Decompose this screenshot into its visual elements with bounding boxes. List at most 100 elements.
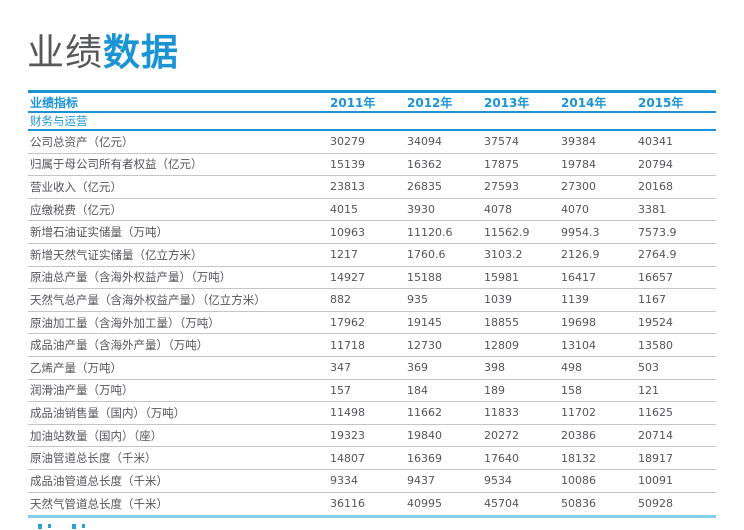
row-value: 1039	[484, 293, 512, 307]
row-value: 184	[407, 383, 428, 397]
table-bottom-rule	[28, 515, 716, 519]
row-value: 27593	[484, 180, 519, 194]
row-value: 20714	[638, 429, 673, 443]
row-value: 882	[330, 293, 351, 307]
row-value: 19323	[330, 429, 365, 443]
section-label: 财务与运营	[30, 114, 88, 128]
row-value: 19784	[561, 157, 596, 171]
section-row: 财务与运营	[28, 113, 716, 131]
row-value: 398	[484, 361, 505, 375]
clipped-glyph-fragment	[72, 524, 76, 529]
row-value: 11718	[330, 338, 365, 352]
row-value: 10091	[638, 474, 673, 488]
row-value: 157	[330, 383, 351, 397]
row-value: 369	[407, 361, 428, 375]
row-value: 14807	[330, 451, 365, 465]
clipped-glyph-fragment	[82, 524, 85, 528]
row-value: 10963	[330, 225, 365, 239]
table-row: 新增天然气证实储量（亿立方米） 1217 1760.6 3103.2 2126.…	[28, 244, 716, 267]
table-header-row: 业绩指标 2011年 2012年 2013年 2014年 2015年	[28, 90, 716, 113]
row-value: 20272	[484, 429, 519, 443]
row-value: 9954.3	[561, 225, 600, 239]
row-value: 503	[638, 361, 659, 375]
row-value: 19524	[638, 316, 673, 330]
row-value: 36116	[330, 497, 365, 511]
row-value: 16417	[561, 270, 596, 284]
row-value: 39384	[561, 135, 596, 149]
row-value: 13580	[638, 338, 673, 352]
row-label: 成品油产量（含海外产量）（万吨）	[30, 338, 209, 353]
row-value: 11702	[561, 406, 596, 420]
page-title: 业绩数据	[27, 22, 179, 76]
row-value: 16369	[407, 451, 442, 465]
clipped-glyph-fragment	[38, 524, 42, 529]
table-row: 天然气总产量（含海外权益产量）（亿立方米） 882 935 1039 1139 …	[28, 289, 716, 312]
row-value: 23813	[330, 180, 365, 194]
row-value: 30279	[330, 135, 365, 149]
table-row: 成品油产量（含海外产量）（万吨） 11718 12730 12809 13104…	[28, 334, 716, 357]
page-title-light: 业绩	[27, 31, 103, 74]
row-value: 121	[638, 383, 659, 397]
row-value: 17875	[484, 157, 519, 171]
header-year-2015: 2015年	[638, 95, 684, 110]
row-value: 10086	[561, 474, 596, 488]
row-value: 20794	[638, 157, 673, 171]
row-value: 9334	[330, 474, 358, 488]
row-value: 12809	[484, 338, 519, 352]
row-value: 50928	[638, 497, 673, 511]
row-label: 营业收入（亿元）	[30, 179, 122, 194]
row-value: 935	[407, 293, 428, 307]
table-row: 原油总产量（含海外权益产量）（万吨） 14927 15188 15981 164…	[28, 267, 716, 290]
row-label: 成品油管道总长度（千米）	[30, 473, 168, 488]
row-value: 45704	[484, 497, 519, 511]
row-value: 11120.6	[407, 225, 453, 239]
row-value: 1139	[561, 293, 589, 307]
row-value: 3381	[638, 203, 666, 217]
row-value: 15139	[330, 157, 365, 171]
row-value: 11562.9	[484, 225, 530, 239]
row-value: 9437	[407, 474, 435, 488]
header-indicator: 业绩指标	[30, 95, 79, 110]
table-row: 归属于母公司所有者权益（亿元） 15139 16362 17875 19784 …	[28, 154, 716, 177]
row-label: 新增天然气证实储量（亿立方米）	[30, 247, 203, 262]
row-value: 18132	[561, 451, 596, 465]
row-value: 16657	[638, 270, 673, 284]
row-value: 15188	[407, 270, 442, 284]
row-label: 天然气总产量（含海外权益产量）（亿立方米）	[30, 292, 266, 307]
table-row: 公司总资产（亿元） 30279 34094 37574 39384 40341	[28, 131, 716, 154]
row-label: 天然气管道总长度（千米）	[30, 496, 168, 511]
row-value: 2764.9	[638, 248, 677, 262]
clipped-glyph-fragment	[48, 524, 51, 528]
row-value: 11662	[407, 406, 442, 420]
table-body: 公司总资产（亿元） 30279 34094 37574 39384 40341 …	[28, 131, 716, 515]
row-value: 17962	[330, 316, 365, 330]
row-label: 润滑油产量（万吨）	[30, 383, 134, 398]
table-row: 新增石油证实储量（万吨） 10963 11120.6 11562.9 9954.…	[28, 221, 716, 244]
table-row: 营业收入（亿元） 23813 26835 27593 27300 20168	[28, 176, 716, 199]
row-value: 347	[330, 361, 351, 375]
row-value: 4015	[330, 203, 358, 217]
header-year-2012: 2012年	[407, 95, 453, 110]
row-value: 11833	[484, 406, 519, 420]
row-value: 13104	[561, 338, 596, 352]
row-value: 498	[561, 361, 582, 375]
row-label: 成品油销售量（国内）（万吨）	[30, 405, 186, 420]
row-value: 34094	[407, 135, 442, 149]
row-label: 新增石油证实储量（万吨）	[30, 225, 168, 240]
table-row: 成品油管道总长度（千米） 9334 9437 9534 10086 10091	[28, 470, 716, 493]
header-year-2011: 2011年	[330, 95, 376, 110]
row-value: 19145	[407, 316, 442, 330]
row-value: 11625	[638, 406, 673, 420]
table-row: 润滑油产量（万吨） 157 184 189 158 121	[28, 380, 716, 403]
row-value: 7573.9	[638, 225, 677, 239]
row-label: 原油总产量（含海外权益产量）（万吨）	[30, 270, 232, 285]
table-row: 原油加工量（含海外加工量）（万吨） 17962 19145 18855 1969…	[28, 312, 716, 335]
row-value: 37574	[484, 135, 519, 149]
header-year-2013: 2013年	[484, 95, 530, 110]
row-value: 18917	[638, 451, 673, 465]
row-value: 12730	[407, 338, 442, 352]
row-value: 26835	[407, 180, 442, 194]
row-value: 19698	[561, 316, 596, 330]
row-value: 40995	[407, 497, 442, 511]
